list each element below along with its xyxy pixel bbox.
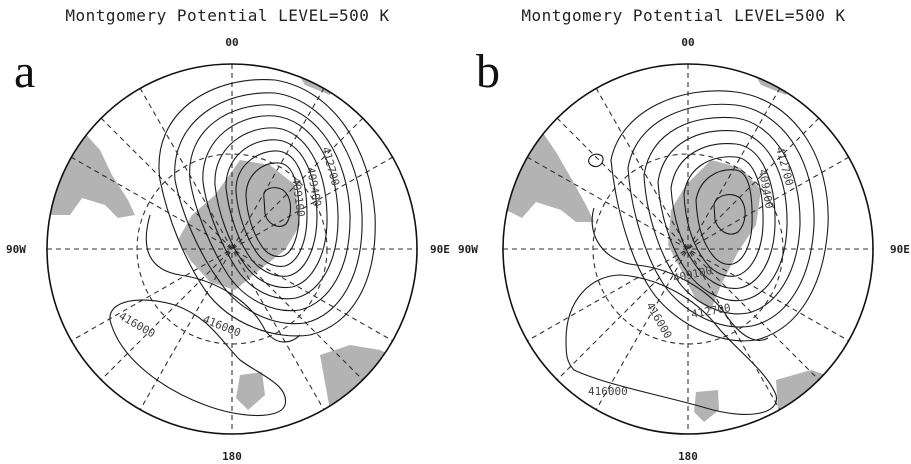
map-boundary-a <box>46 63 418 435</box>
lon-label-right-b: 90E <box>890 243 910 256</box>
panel-a: Montgomery Potential LEVEL=500 K a <box>0 0 455 464</box>
asia-a <box>320 345 400 430</box>
lon-label-bottom-a: 180 <box>222 450 242 463</box>
contour-label-a-5: 416000 <box>117 309 158 340</box>
europe-a <box>290 64 340 95</box>
alaska-a <box>236 372 265 410</box>
panel-b: Montgomery Potential LEVEL=500 K b <box>456 0 911 464</box>
contour-label-b-4: 412700 <box>690 301 731 321</box>
contours-a <box>109 78 376 417</box>
graticule-a <box>47 64 417 434</box>
polar-map-a: 412700 409400 409100 416000 416000 00 90… <box>6 36 450 463</box>
contour-label-b-6: 416000 <box>588 385 628 398</box>
panel-b-title: Montgomery Potential LEVEL=500 K <box>521 6 846 25</box>
panel-a-letter: a <box>14 45 36 98</box>
panel-b-letter: b <box>476 45 500 98</box>
europe-b <box>746 64 796 95</box>
map-boundary-b <box>502 63 874 435</box>
lon-label-right-a: 90E <box>430 243 450 256</box>
greenland-b <box>668 160 761 310</box>
lon-label-left-b: 90W <box>458 243 478 256</box>
north-america-b <box>506 130 594 222</box>
asia-b <box>776 370 856 432</box>
alaska-b <box>694 390 719 422</box>
polar-map-b: 412700 409400 409100 412700 416000 41600… <box>458 36 910 463</box>
greenland-a <box>178 160 300 290</box>
contour-label-a-4: 416000 <box>201 313 243 340</box>
lon-label-bottom-b: 180 <box>678 450 698 463</box>
lon-label-top-b: 00 <box>681 36 694 49</box>
contour-label-a-3: 409100 <box>289 177 307 218</box>
lon-label-top-a: 00 <box>225 36 238 49</box>
contours-b <box>565 90 829 415</box>
panel-a-title: Montgomery Potential LEVEL=500 K <box>65 6 390 25</box>
lon-label-left-a: 90W <box>6 243 26 256</box>
graticule-b <box>503 64 873 434</box>
